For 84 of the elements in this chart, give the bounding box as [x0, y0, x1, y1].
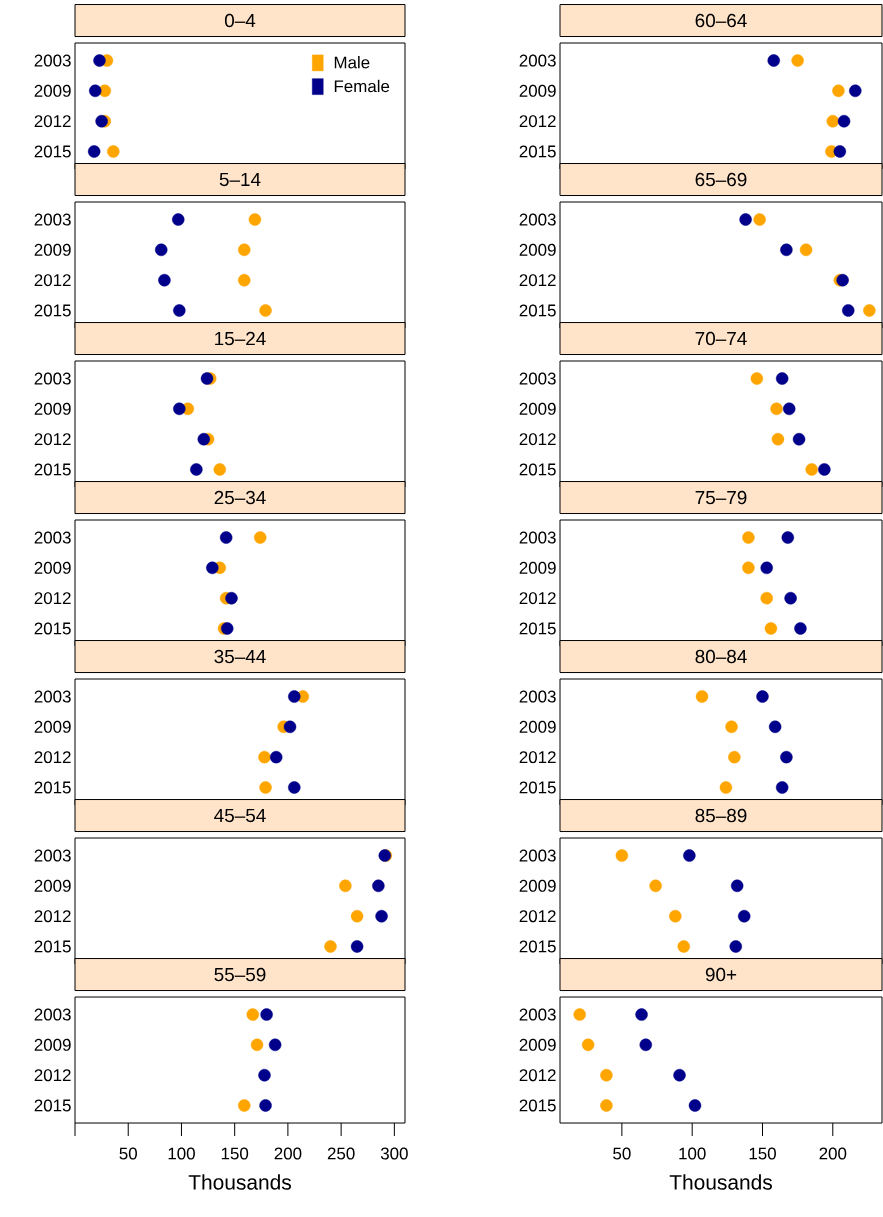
y-tick-label: 2009 — [34, 1038, 71, 1051]
y-tick-label: 2009 — [34, 402, 71, 415]
chart-title: 0–4 — [224, 13, 256, 28]
x-axis-title: Thousands — [669, 1174, 772, 1190]
x-tick-label: 200 — [819, 1147, 847, 1160]
y-tick-label: 2009 — [519, 561, 556, 574]
legend-label: Female — [334, 79, 390, 93]
y-tick-label: 2012 — [34, 592, 71, 605]
chart-title: 70–74 — [695, 331, 747, 346]
y-tick-label: 2009 — [519, 879, 556, 892]
x-tick-label: 50 — [119, 1147, 137, 1160]
chart-title: 15–24 — [215, 331, 266, 346]
y-tick-label: 2012 — [519, 1069, 556, 1082]
x-tick-label: 100 — [168, 1147, 195, 1160]
y-tick-label: 2015 — [34, 940, 71, 953]
chart-title: 60–64 — [695, 13, 747, 28]
chart-title: 65–69 — [695, 172, 747, 187]
y-tick-label: 2015 — [519, 940, 556, 953]
y-tick-label: 2012 — [519, 115, 556, 128]
y-tick-label: 2003 — [519, 213, 556, 226]
y-tick-label: 2012 — [34, 1069, 71, 1082]
x-tick-label: 150 — [749, 1147, 776, 1160]
chart-title: 35–44 — [214, 649, 266, 664]
y-tick-label: 2009 — [34, 561, 71, 574]
x-tick-label: 200 — [274, 1147, 302, 1160]
y-tick-label: 2015 — [519, 1099, 556, 1112]
y-tick-label: 2015 — [34, 304, 71, 317]
y-tick-label: 2015 — [34, 781, 71, 794]
y-tick-label: 2012 — [519, 751, 556, 764]
y-tick-label: 2009 — [519, 243, 556, 256]
y-tick-label: 2012 — [519, 592, 556, 605]
y-tick-label: 2015 — [519, 304, 556, 317]
y-tick-label: 2003 — [519, 531, 556, 544]
y-tick-label: 2012 — [34, 274, 71, 287]
y-tick-label: 2015 — [34, 622, 71, 635]
chart-title: 5–14 — [219, 172, 261, 187]
legend-label: Male — [334, 56, 370, 69]
y-tick-label: 2012 — [34, 910, 71, 923]
y-tick-label: 2003 — [34, 213, 71, 226]
chart-title: 45–54 — [214, 808, 266, 823]
y-tick-label: 2003 — [519, 54, 556, 67]
chart-title: 85–89 — [695, 808, 747, 823]
y-tick-label: 2009 — [34, 879, 71, 892]
y-tick-label: 2003 — [519, 690, 556, 703]
y-tick-label: 2015 — [519, 622, 556, 635]
y-tick-label: 2003 — [34, 531, 71, 544]
x-tick-label: 250 — [327, 1147, 355, 1160]
y-tick-label: 2012 — [519, 910, 556, 923]
y-tick-label: 2003 — [34, 1008, 71, 1021]
chart-title: 25–34 — [214, 490, 266, 505]
y-tick-label: 2009 — [34, 243, 71, 256]
y-tick-label: 2003 — [34, 372, 71, 385]
y-tick-label: 2009 — [519, 720, 556, 733]
y-tick-label: 2009 — [34, 84, 71, 97]
y-tick-label: 2003 — [34, 849, 71, 862]
y-tick-label: 2012 — [519, 274, 556, 287]
x-tick-label: 300 — [380, 1147, 408, 1160]
y-tick-label: 2015 — [34, 463, 71, 476]
chart-title: 55–59 — [214, 967, 266, 982]
y-tick-label: 2012 — [34, 433, 71, 446]
y-tick-label: 2012 — [519, 433, 556, 446]
y-tick-label: 2003 — [519, 1008, 556, 1021]
y-tick-label: 2003 — [519, 849, 556, 862]
y-tick-label: 2015 — [519, 145, 556, 158]
x-axis-title: Thousands — [188, 1174, 291, 1190]
y-tick-label: 2009 — [519, 1038, 556, 1051]
y-tick-label: 2009 — [519, 84, 556, 97]
y-tick-label: 2003 — [34, 690, 71, 703]
y-tick-label: 2003 — [34, 54, 71, 67]
y-tick-label: 2015 — [519, 781, 556, 794]
y-tick-label: 2015 — [34, 1099, 71, 1112]
y-tick-label: 2015 — [34, 145, 71, 158]
x-tick-label: 100 — [679, 1147, 706, 1160]
y-tick-label: 2009 — [519, 402, 556, 415]
chart-title: 75–79 — [695, 490, 747, 505]
x-tick-label: 150 — [221, 1147, 249, 1160]
y-tick-label: 2012 — [34, 115, 71, 128]
y-tick-label: 2009 — [34, 720, 71, 733]
chart-title: 90+ — [705, 967, 737, 982]
y-tick-label: 2012 — [34, 751, 71, 764]
chart-title: 80–84 — [695, 649, 747, 664]
y-tick-label: 2003 — [519, 372, 556, 385]
y-tick-label: 2015 — [519, 463, 556, 476]
x-tick-label: 50 — [613, 1147, 631, 1160]
